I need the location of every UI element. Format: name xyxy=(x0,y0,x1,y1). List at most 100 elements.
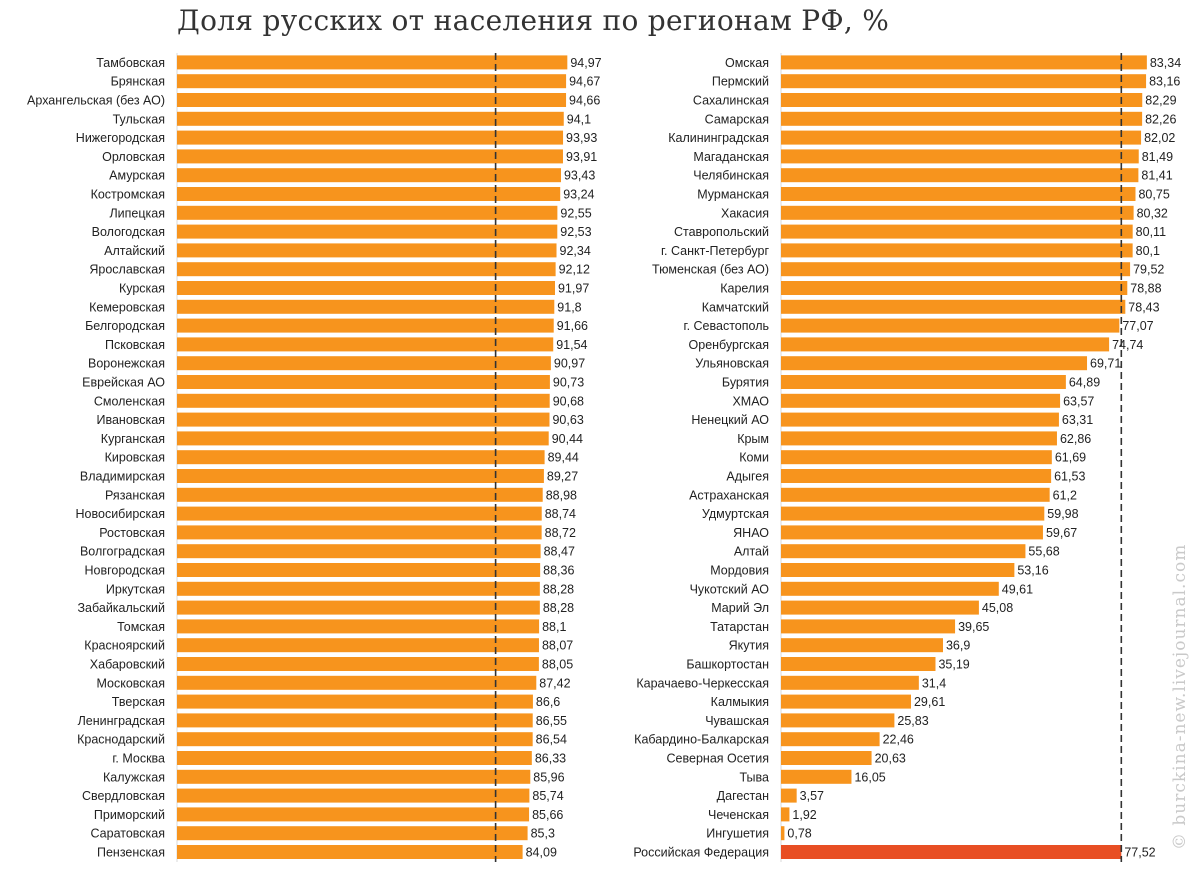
right-bar xyxy=(781,224,1133,239)
right-value-label: 64,89 xyxy=(1069,376,1100,390)
left-value-label: 86,6 xyxy=(536,695,560,709)
left-value-label: 89,44 xyxy=(548,451,579,465)
right-category-label: Ненецкий АО xyxy=(691,413,769,427)
right-value-label: 79,52 xyxy=(1133,263,1164,277)
left-value-label: 86,54 xyxy=(536,733,567,747)
right-category-label: Коми xyxy=(739,451,769,465)
left-category-label: Саратовская xyxy=(91,827,166,841)
left-category-label: Кемеровская xyxy=(89,300,165,314)
right-category-label: Якутия xyxy=(729,639,769,653)
right-value-label: 78,88 xyxy=(1130,282,1161,296)
left-category-label: Волгоградская xyxy=(80,545,165,559)
right-category-label: Удмуртская xyxy=(702,507,769,521)
right-value-label: 63,57 xyxy=(1063,394,1094,408)
left-value-label: 88,98 xyxy=(546,488,577,502)
right-category-label: ЯНАО xyxy=(733,526,769,540)
right-bar xyxy=(781,675,919,690)
left-value-label: 87,42 xyxy=(539,676,570,690)
right-bar xyxy=(781,243,1133,258)
left-value-label: 94,1 xyxy=(567,112,591,126)
right-category-label: Марий Эл xyxy=(711,601,769,615)
right-bar xyxy=(781,619,956,634)
right-category-label: Северная Осетия xyxy=(667,752,769,766)
left-category-label: Свердловская xyxy=(82,789,165,803)
left-value-label: 88,72 xyxy=(545,526,576,540)
left-bar xyxy=(177,826,528,841)
left-bar xyxy=(177,450,545,465)
left-category-label: Вологодская xyxy=(92,225,165,239)
right-bar xyxy=(781,375,1066,389)
left-value-label: 91,54 xyxy=(556,338,587,352)
right-bar xyxy=(781,149,1139,164)
left-category-label: Амурская xyxy=(109,169,165,183)
left-bar xyxy=(177,281,555,295)
right-bar xyxy=(781,168,1139,183)
left-bar xyxy=(177,732,533,747)
right-category-label: Башкортостан xyxy=(686,658,769,672)
left-bar xyxy=(177,111,564,126)
left-bar xyxy=(177,713,533,728)
left-category-label: Пензенская xyxy=(97,846,165,860)
left-category-label: Воронежская xyxy=(88,357,165,371)
left-value-label: 85,74 xyxy=(532,789,563,803)
right-value-label: 45,08 xyxy=(982,601,1013,615)
right-bar xyxy=(781,525,1043,540)
right-bar xyxy=(781,450,1052,465)
left-bar-panel: Тамбовская 94,97 Брянская 94,67 Архангельска… xyxy=(27,53,602,862)
left-value-label: 93,93 xyxy=(566,131,597,145)
left-category-label: Еврейская АО xyxy=(82,376,165,390)
right-category-label: ХМАО xyxy=(732,394,769,408)
left-category-label: Кировская xyxy=(105,451,165,465)
right-bar xyxy=(781,826,785,841)
right-bar xyxy=(781,130,1142,145)
right-bar xyxy=(781,74,1147,89)
left-bar xyxy=(177,74,567,89)
right-category-label: Калмыкия xyxy=(711,695,769,709)
right-bar xyxy=(781,262,1131,277)
right-value-label: 81,49 xyxy=(1142,150,1173,164)
left-bar xyxy=(177,130,564,145)
left-bar xyxy=(177,168,561,183)
right-category-label: Татарстан xyxy=(710,620,769,634)
right-bar xyxy=(781,713,895,728)
right-category-label: Тюменская (без АО) xyxy=(652,263,769,277)
right-bar xyxy=(781,732,880,747)
left-category-label: Курская xyxy=(119,282,165,296)
left-value-label: 88,07 xyxy=(542,639,573,653)
right-bar xyxy=(781,581,999,596)
right-category-label: Мордовия xyxy=(710,564,769,578)
right-category-label: Самарская xyxy=(705,112,769,126)
left-category-label: Тульская xyxy=(113,112,165,126)
right-bar xyxy=(781,544,1026,559)
left-bar xyxy=(177,393,550,408)
left-bar xyxy=(177,694,533,709)
left-category-label: Томская xyxy=(117,620,165,634)
right-bar xyxy=(781,281,1128,295)
left-value-label: 90,68 xyxy=(553,394,584,408)
left-category-label: Забайкальский xyxy=(78,601,166,615)
left-bar xyxy=(177,788,530,803)
right-value-label: 25,83 xyxy=(897,714,928,728)
right-bar xyxy=(781,93,1143,107)
left-category-label: Ленинградская xyxy=(78,714,165,728)
left-value-label: 90,44 xyxy=(552,432,583,446)
right-bar xyxy=(781,487,1050,502)
left-value-label: 88,28 xyxy=(543,601,574,615)
right-bar xyxy=(781,657,936,671)
left-category-label: Тверская xyxy=(112,695,165,709)
left-bar xyxy=(177,469,544,483)
right-value-label: 39,65 xyxy=(958,620,989,634)
right-value-label: 77,52 xyxy=(1124,846,1155,860)
right-value-label: 82,26 xyxy=(1145,112,1176,126)
right-bar xyxy=(781,769,852,784)
left-value-label: 84,09 xyxy=(526,846,557,860)
left-category-label: Нижегородская xyxy=(76,131,165,145)
right-value-label: 49,61 xyxy=(1002,582,1033,596)
left-category-label: Смоленская xyxy=(94,394,165,408)
left-value-label: 90,97 xyxy=(554,357,585,371)
left-bar xyxy=(177,149,563,164)
left-bar xyxy=(177,431,549,446)
right-value-label: 36,9 xyxy=(946,639,970,653)
right-value-label: 82,29 xyxy=(1145,94,1176,108)
